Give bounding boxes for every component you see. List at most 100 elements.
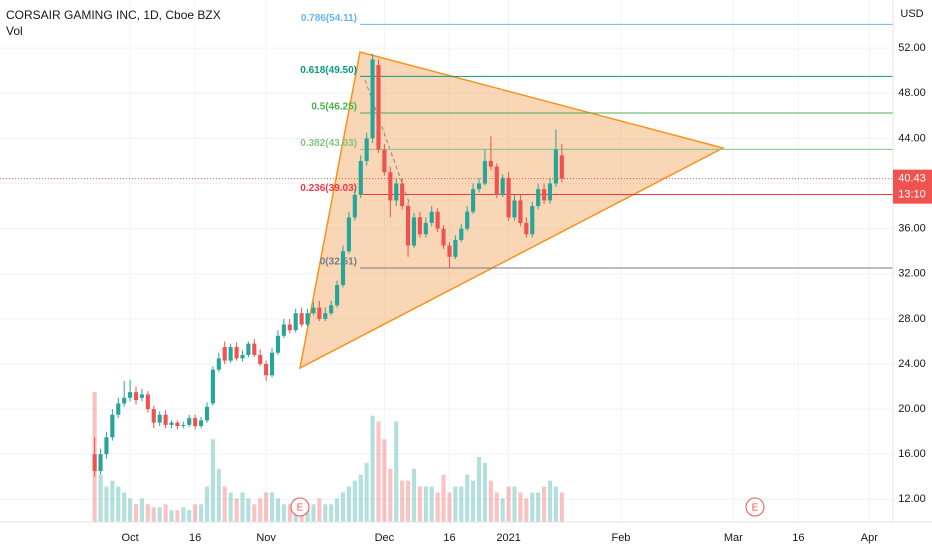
volume-bar [340, 492, 346, 522]
volume-label: Vol [6, 24, 23, 38]
volume-bar [169, 510, 174, 522]
volume-bar [210, 439, 215, 522]
candle-body [471, 189, 476, 212]
volume-bar [305, 504, 310, 522]
bar-countdown: 13:10 [898, 189, 926, 201]
volume-bar [275, 498, 281, 522]
candle-body [506, 177, 511, 218]
candle-body [181, 424, 186, 427]
candle-body [459, 228, 464, 240]
candle-layer [92, 53, 564, 477]
volume-bar [506, 486, 511, 522]
volume-bar [459, 486, 464, 522]
candle-body [417, 217, 422, 235]
x-tick-label: 16 [189, 532, 201, 544]
candle-body [275, 335, 281, 353]
volume-bar [524, 498, 529, 522]
triangle-drawing [298, 51, 726, 370]
candle-body [547, 183, 553, 201]
candle-body [199, 420, 204, 427]
volume-bar [122, 492, 127, 522]
volume-bar [193, 504, 198, 522]
volume-layer [92, 392, 564, 522]
candle-body [133, 392, 139, 401]
volume-bar [465, 474, 470, 522]
volume-bar [429, 486, 434, 522]
volume-bar [518, 492, 523, 522]
volume-bar [382, 439, 387, 522]
candle-body [287, 324, 292, 331]
candle-body [423, 222, 428, 235]
candle-body [405, 206, 411, 246]
volume-bar [287, 504, 292, 522]
candle-body [151, 409, 156, 423]
candle-body [358, 160, 363, 195]
volume-bar [358, 474, 363, 522]
volume-bar [376, 421, 381, 522]
volume-bar [364, 462, 369, 522]
candle-body [139, 394, 145, 398]
candle-body [169, 422, 174, 425]
x-tick-label: 2021 [496, 532, 520, 544]
fib-label: 0.786(54.11) [301, 13, 357, 24]
volume-bar [536, 492, 541, 522]
volume-bar [547, 480, 553, 522]
x-tick-label: 16 [792, 532, 804, 544]
candle-body [110, 414, 115, 438]
candle-body [187, 418, 192, 425]
candle-body [411, 217, 417, 246]
volume-bar [311, 504, 316, 522]
volume-bar [317, 498, 322, 522]
volume-bar [133, 504, 139, 522]
last-price-box [893, 169, 932, 204]
volume-bar [335, 498, 340, 522]
volume-bar [240, 492, 245, 522]
candle-body [204, 406, 210, 421]
volume-bar [104, 486, 109, 522]
volume-bar [222, 486, 227, 522]
candle-body [157, 414, 162, 423]
volume-bar [346, 486, 351, 522]
candle-body [512, 200, 517, 218]
volume-bar [264, 492, 269, 522]
volume-bar [512, 486, 517, 522]
candle-body [388, 172, 393, 201]
earnings-icon[interactable] [745, 497, 765, 517]
candle-body [494, 166, 499, 195]
volume-bar [151, 507, 156, 522]
candle-body [163, 414, 168, 425]
volume-bar [116, 486, 121, 522]
candle-body [553, 149, 558, 184]
volume-bar [441, 474, 446, 522]
candle-body [122, 397, 127, 404]
y-tick-label: 32.00 [898, 268, 926, 280]
y-tick-label: 20.00 [898, 403, 926, 415]
fib-layer: 0.786(54.11) 0.618(49.50) 0.5(46.25) 0.382(… [300, 13, 893, 269]
candle-body [500, 177, 505, 195]
candle-body [364, 138, 369, 161]
volume-bar [530, 492, 535, 522]
fib-label: 0.618(49.50) [300, 65, 357, 76]
volume-bar [175, 510, 180, 522]
volume-bar [323, 504, 328, 522]
volume-bar [471, 480, 476, 522]
candle-body [536, 189, 541, 207]
earnings-marker[interactable]: E [752, 503, 759, 514]
x-tick-label: Nov [256, 532, 276, 544]
earnings-icon[interactable] [290, 497, 310, 517]
volume-bar [559, 492, 564, 522]
candle-body [128, 392, 133, 398]
candle-body [98, 454, 103, 472]
candle-body [340, 251, 346, 286]
x-tick-label: Oct [122, 532, 139, 544]
volume-bar [435, 492, 440, 522]
volume-bar [110, 480, 115, 522]
candle-body [269, 352, 275, 376]
symbol-title: CORSAIR GAMING INC, 1D, Cboe BZX [6, 8, 221, 22]
x-tick-label: Mar [724, 532, 743, 544]
y-tick-label: 16.00 [898, 448, 926, 460]
earnings-marker[interactable]: E [297, 503, 304, 514]
candle-body [222, 347, 227, 361]
candle-body [246, 343, 251, 355]
candle-body [559, 155, 564, 179]
